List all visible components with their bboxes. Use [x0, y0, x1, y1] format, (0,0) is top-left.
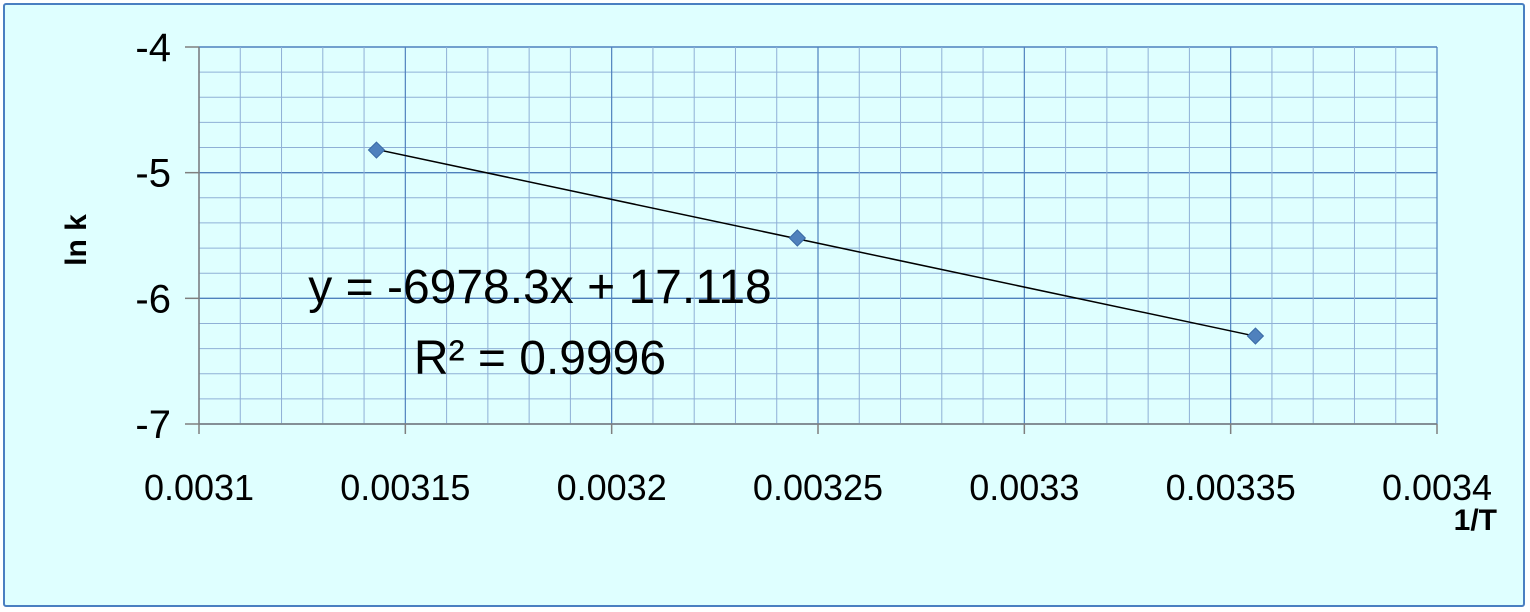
- trendline-equation: y = -6978.3x + 17.118: [308, 261, 771, 314]
- y-tick-label: -5: [135, 152, 171, 196]
- x-tick-label: 0.0031: [144, 467, 254, 508]
- data-point: [1246, 327, 1265, 345]
- grid-lines: [198, 46, 1438, 425]
- data-point: [788, 229, 807, 247]
- chart-area: [3, 3, 1525, 607]
- y-tick-label: -7: [135, 403, 171, 447]
- data-point: [367, 141, 386, 159]
- x-tick-label: 0.0032: [557, 467, 667, 508]
- trendline: [376, 148, 1256, 337]
- x-tick-label: 0.0033: [969, 467, 1079, 508]
- axes: [185, 46, 1438, 434]
- x-tick-label: 0.00315: [340, 467, 470, 508]
- x-tick-label: 0.0034: [1382, 467, 1492, 508]
- tick-labels: -4 -5 -6 -7 0.0031 0.00315 0.0032 0.00325 0.0033…: [135, 26, 1492, 508]
- x-tick-label: 0.00335: [1166, 467, 1296, 508]
- data-points: [367, 141, 1265, 345]
- r-squared-label: R² = 0.9996: [414, 332, 666, 385]
- trendline-layer: [376, 148, 1256, 337]
- x-tick-label: 0.00325: [753, 467, 883, 508]
- y-tick-label: -6: [135, 277, 171, 321]
- y-axis-title: ln k: [60, 214, 93, 266]
- y-tick-label: -4: [135, 26, 171, 70]
- x-axis-title: 1/T: [1454, 504, 1497, 537]
